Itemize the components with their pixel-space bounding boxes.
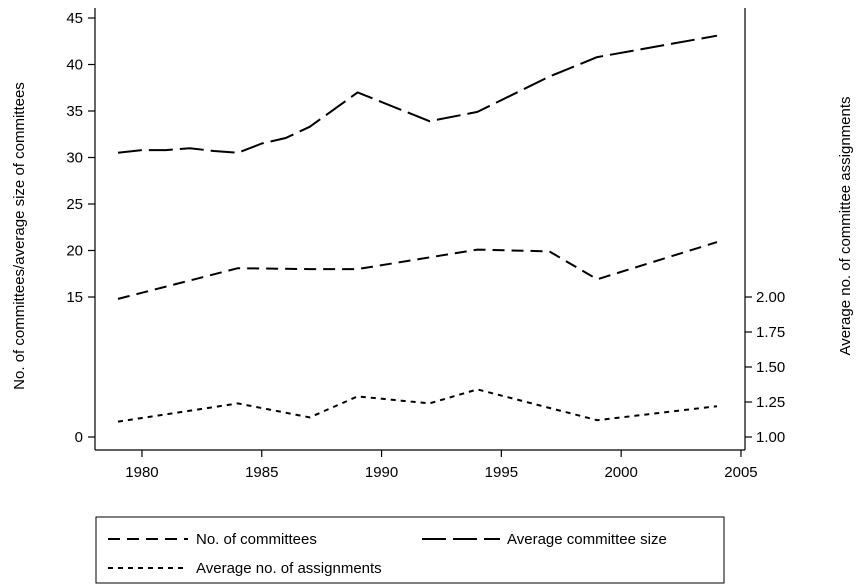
- x-tick-label: 2005: [724, 464, 757, 481]
- y-right-axis-title: Average no. of committee assignments: [837, 96, 854, 355]
- x-tick-label: 1990: [365, 464, 398, 481]
- y-right-tick-label: 1.25: [756, 394, 785, 411]
- plot-area: 1980 1985 1990 1995 2000 2005 0 15 20 25 30 35 40 45 1…: [66, 8, 785, 481]
- y-left-tick-label: 20: [66, 243, 83, 260]
- y-left-tick-label: 0: [75, 429, 83, 446]
- y-left-tick-label: 35: [66, 103, 83, 120]
- y-left-tick-label: 30: [66, 150, 83, 167]
- legend-box: [95, 516, 725, 584]
- legend-label-average-committee-size: Average committee size: [507, 531, 667, 548]
- y-left-tick-label: 25: [66, 196, 83, 213]
- legend-label-average-no-of-assignments: Average no. of assignments: [196, 560, 382, 577]
- y-left-tick-label: 40: [66, 57, 83, 74]
- series-line-average-committee-size: [117, 34, 718, 154]
- legend: No. of committees Average committee size A…: [95, 516, 725, 584]
- y-left-tick-label: 45: [66, 10, 83, 27]
- y-left-tick-label: 15: [66, 289, 83, 306]
- y-right-tick-label: 1.75: [756, 324, 785, 341]
- x-tick-label: 2000: [604, 464, 637, 481]
- x-tick-label: 1980: [125, 464, 158, 481]
- x-tick-label: 1995: [485, 464, 518, 481]
- y-right-tick-label: 1.50: [756, 359, 785, 376]
- x-tick-label: 1985: [245, 464, 278, 481]
- y-right-tick-label: 2.00: [756, 289, 785, 306]
- series-line-average-no-of-assignments: [117, 388, 718, 423]
- legend-label-no-of-committees: No. of committees: [196, 531, 317, 548]
- y-left-axis-title: No. of committees/average size of commit…: [11, 82, 28, 390]
- series-line-no-of-committees: [117, 241, 718, 300]
- y-right-tick-label: 1.00: [756, 429, 785, 446]
